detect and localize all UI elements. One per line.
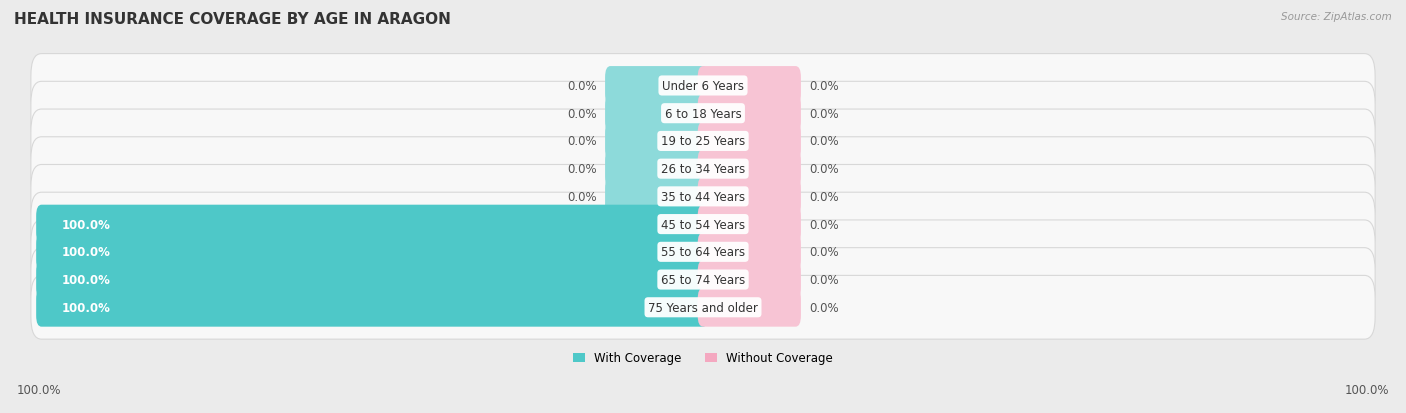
FancyBboxPatch shape xyxy=(697,261,801,299)
Text: 0.0%: 0.0% xyxy=(808,80,838,93)
Text: 100.0%: 100.0% xyxy=(62,218,110,231)
FancyBboxPatch shape xyxy=(697,95,801,133)
Text: 45 to 54 Years: 45 to 54 Years xyxy=(661,218,745,231)
Text: 100.0%: 100.0% xyxy=(17,384,62,396)
FancyBboxPatch shape xyxy=(605,67,709,106)
FancyBboxPatch shape xyxy=(31,276,1375,339)
Text: 35 to 44 Years: 35 to 44 Years xyxy=(661,190,745,203)
Text: 100.0%: 100.0% xyxy=(1344,384,1389,396)
FancyBboxPatch shape xyxy=(31,110,1375,173)
Text: 0.0%: 0.0% xyxy=(568,107,598,121)
Text: 0.0%: 0.0% xyxy=(808,301,838,314)
FancyBboxPatch shape xyxy=(605,150,709,189)
FancyBboxPatch shape xyxy=(31,248,1375,312)
FancyBboxPatch shape xyxy=(605,122,709,161)
Text: 55 to 64 Years: 55 to 64 Years xyxy=(661,246,745,259)
FancyBboxPatch shape xyxy=(697,288,801,327)
FancyBboxPatch shape xyxy=(31,138,1375,201)
Text: 0.0%: 0.0% xyxy=(808,135,838,148)
Text: 6 to 18 Years: 6 to 18 Years xyxy=(665,107,741,121)
Text: 0.0%: 0.0% xyxy=(808,163,838,176)
Text: HEALTH INSURANCE COVERAGE BY AGE IN ARAGON: HEALTH INSURANCE COVERAGE BY AGE IN ARAG… xyxy=(14,12,451,27)
FancyBboxPatch shape xyxy=(697,150,801,189)
Text: Source: ZipAtlas.com: Source: ZipAtlas.com xyxy=(1281,12,1392,22)
FancyBboxPatch shape xyxy=(605,178,709,216)
FancyBboxPatch shape xyxy=(37,261,709,299)
FancyBboxPatch shape xyxy=(605,95,709,133)
FancyBboxPatch shape xyxy=(31,221,1375,284)
FancyBboxPatch shape xyxy=(37,233,709,272)
FancyBboxPatch shape xyxy=(697,67,801,106)
Legend: With Coverage, Without Coverage: With Coverage, Without Coverage xyxy=(572,351,834,364)
FancyBboxPatch shape xyxy=(31,82,1375,146)
FancyBboxPatch shape xyxy=(697,233,801,272)
FancyBboxPatch shape xyxy=(37,205,709,244)
FancyBboxPatch shape xyxy=(37,288,709,327)
Text: 26 to 34 Years: 26 to 34 Years xyxy=(661,163,745,176)
FancyBboxPatch shape xyxy=(31,193,1375,256)
Text: 0.0%: 0.0% xyxy=(568,163,598,176)
Text: Under 6 Years: Under 6 Years xyxy=(662,80,744,93)
FancyBboxPatch shape xyxy=(31,165,1375,229)
Text: 0.0%: 0.0% xyxy=(568,190,598,203)
Text: 0.0%: 0.0% xyxy=(808,246,838,259)
Text: 100.0%: 100.0% xyxy=(62,301,110,314)
Text: 0.0%: 0.0% xyxy=(808,107,838,121)
FancyBboxPatch shape xyxy=(697,178,801,216)
Text: 0.0%: 0.0% xyxy=(808,273,838,286)
Text: 65 to 74 Years: 65 to 74 Years xyxy=(661,273,745,286)
FancyBboxPatch shape xyxy=(697,122,801,161)
Text: 0.0%: 0.0% xyxy=(808,190,838,203)
Text: 0.0%: 0.0% xyxy=(568,80,598,93)
Text: 0.0%: 0.0% xyxy=(568,135,598,148)
Text: 19 to 25 Years: 19 to 25 Years xyxy=(661,135,745,148)
Text: 0.0%: 0.0% xyxy=(808,218,838,231)
FancyBboxPatch shape xyxy=(31,55,1375,118)
Text: 100.0%: 100.0% xyxy=(62,246,110,259)
FancyBboxPatch shape xyxy=(697,205,801,244)
Text: 75 Years and older: 75 Years and older xyxy=(648,301,758,314)
Text: 100.0%: 100.0% xyxy=(62,273,110,286)
